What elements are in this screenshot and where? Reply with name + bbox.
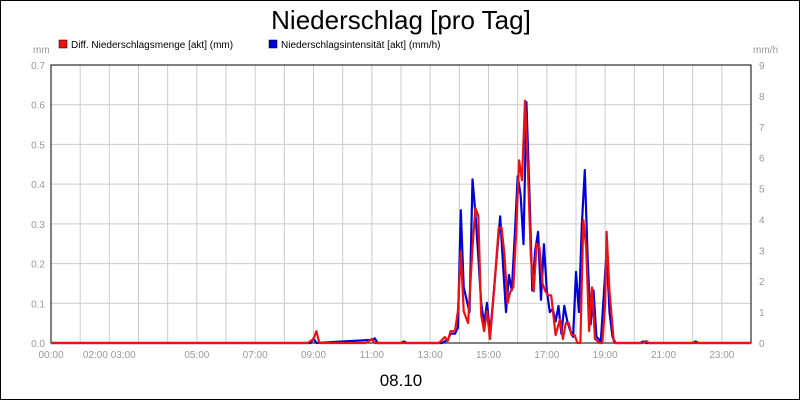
legend-label-menge: Diff. Niederschlagsmenge [akt] (mm) xyxy=(71,40,233,51)
y-left-tick-label: 0.3 xyxy=(31,220,45,231)
grid-lines xyxy=(51,65,751,343)
y-right-tick-label: 2 xyxy=(759,277,765,288)
x-tick-label: 09:00 xyxy=(301,350,326,361)
legend-swatch-menge xyxy=(58,39,68,49)
y-left-tick-label: 0.4 xyxy=(31,180,45,191)
y-right-tick-label: 5 xyxy=(759,185,765,196)
y-left-tick-label: 0.1 xyxy=(31,299,45,310)
y-right-tick-label: 3 xyxy=(759,246,765,257)
y-left-tick-label: 0.5 xyxy=(31,140,45,151)
y-left-tick-label: 0.0 xyxy=(31,339,45,350)
x-tick-label: 11:00 xyxy=(360,350,385,361)
x-tick-label: 17:00 xyxy=(534,350,559,361)
x-tick-label: 00:00 xyxy=(38,350,63,361)
series-line-menge xyxy=(51,99,751,345)
chart-title: Niederschlag [pro Tag] xyxy=(271,5,531,35)
y-right-tick-label: 0 xyxy=(759,339,765,350)
y-left-tick-label: 0.6 xyxy=(31,101,45,112)
date-label: 08.10 xyxy=(380,371,423,390)
x-tick-label: 07:00 xyxy=(243,350,268,361)
legend-swatch-intensitaet xyxy=(268,39,278,49)
x-tick-label: 23:00 xyxy=(709,350,734,361)
y-right-tick-label: 9 xyxy=(759,61,765,72)
series-lines xyxy=(51,99,751,345)
x-tick-label: 02:00 03:00 xyxy=(83,350,136,361)
y-left-tick-label: 0.2 xyxy=(31,260,45,271)
y-left-ticks: 0.0 0.1 0.2 0.3 0.4 0.5 0.6 0.7 xyxy=(31,61,45,350)
x-tick-label: 21:00 xyxy=(651,350,676,361)
y-right-ticks: 0 1 2 3 4 5 6 7 8 9 xyxy=(759,61,765,350)
y-left-tick-label: 0.7 xyxy=(31,61,45,72)
y-right-tick-label: 7 xyxy=(759,123,765,134)
y-right-tick-label: 4 xyxy=(759,215,765,226)
series-line-intensitaet xyxy=(51,101,751,345)
legend-label-intensitaet: Niederschlagsintensität [akt] (mm/h) xyxy=(281,40,441,51)
x-tick-label: 15:00 xyxy=(476,350,501,361)
x-tick-label: 13:00 xyxy=(418,350,443,361)
x-tick-label: 05:00 xyxy=(184,350,209,361)
x-tick-label: 19:00 xyxy=(593,350,618,361)
x-ticks: 00:00 02:00 03:00 05:00 07:00 09:00 11:00 13:0… xyxy=(38,350,734,361)
y-right-tick-label: 6 xyxy=(759,154,765,165)
y-right-tick-label: 8 xyxy=(759,92,765,103)
y-right-tick-label: 1 xyxy=(759,308,765,319)
y-right-unit: mm/h xyxy=(753,45,778,56)
y-left-unit: mm xyxy=(33,45,50,56)
